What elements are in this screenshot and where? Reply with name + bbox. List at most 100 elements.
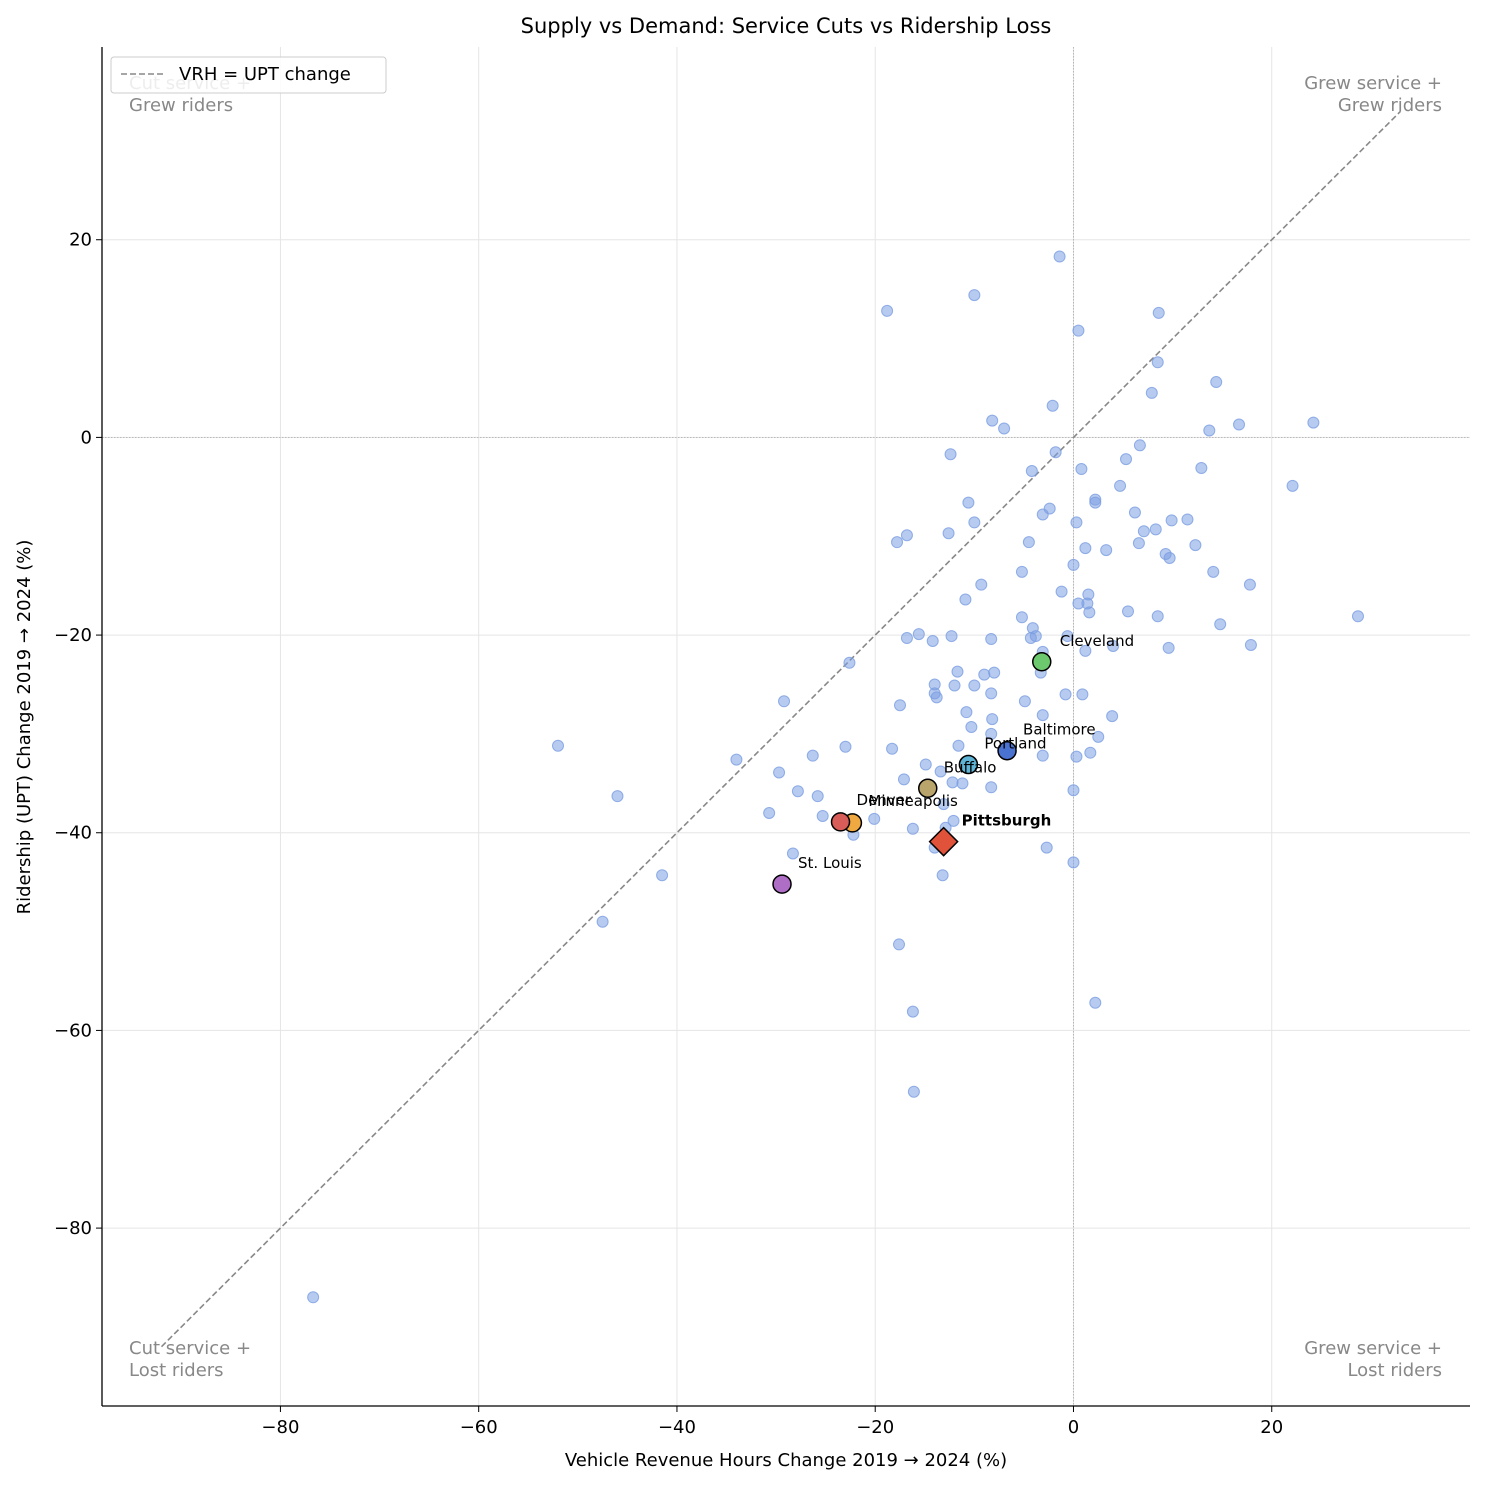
scatter-point	[1089, 996, 1102, 1009]
scatter-point	[1022, 536, 1035, 549]
scatter-point	[881, 304, 894, 317]
scatter-point	[730, 753, 743, 766]
scatter-point	[843, 656, 856, 669]
scatter-point	[1025, 465, 1038, 478]
scatter-point	[1067, 856, 1080, 869]
scatter-point	[1036, 749, 1049, 762]
highlight-point-st-louis	[772, 874, 792, 894]
scatter-point	[1163, 551, 1176, 564]
scatter-point	[886, 742, 899, 755]
scatter-point	[1244, 638, 1257, 651]
scatter-point	[1075, 463, 1088, 476]
scatter-point	[1059, 688, 1072, 701]
scatter-point	[986, 713, 999, 726]
axes: −80 −60 −40 −20 0 20 −80 −60 −40 −20 0 20	[54, 47, 1470, 1438]
scatter-point	[930, 691, 943, 704]
scatter-point	[773, 766, 786, 779]
scatter-point	[1122, 605, 1134, 618]
scatter-point	[944, 448, 957, 461]
scatter-point	[1061, 630, 1074, 643]
scatter-point	[1162, 641, 1175, 654]
scatter-point	[1307, 416, 1320, 429]
highlight-point-buffalo	[918, 778, 938, 799]
scatter-point	[1040, 841, 1053, 854]
highlight-label: Pittsburgh	[962, 812, 1052, 830]
scatter-point	[907, 1085, 920, 1098]
scatter-point	[951, 665, 964, 678]
scatter-point	[926, 635, 939, 648]
scatter-point	[960, 706, 973, 719]
scatter-point	[906, 822, 919, 835]
legend: VRH = UPT change	[110, 56, 387, 94]
scatter-point	[978, 668, 991, 681]
scatter-point	[942, 527, 955, 540]
x-axis-label: Vehicle Revenue Hours Change 2019 → 2024…	[565, 1450, 1007, 1471]
scatter-point	[891, 536, 904, 549]
scatter-point	[1128, 506, 1141, 519]
scatter-point	[1107, 639, 1120, 652]
scatter-point	[962, 496, 975, 509]
identity-line-group	[160, 110, 1402, 1348]
zero-reference-lines	[102, 47, 1470, 1406]
scatter-point	[1106, 710, 1119, 723]
x-tick-label: −40	[658, 1417, 696, 1438]
scatter-point	[1120, 453, 1133, 466]
scatter-point	[946, 776, 959, 789]
highlight-point-denver	[830, 812, 851, 832]
scatter-point	[1072, 324, 1085, 337]
scatter-point	[1351, 610, 1364, 623]
x-tick-label: 0	[1068, 1417, 1079, 1438]
scatter-point	[1070, 750, 1083, 763]
highlight-label: Minneapolis	[868, 792, 958, 810]
scatter-point	[1036, 508, 1049, 521]
scatter-point	[791, 785, 804, 798]
scatter-point	[786, 847, 799, 860]
scatter-point	[968, 289, 981, 302]
scatter-point	[1083, 606, 1096, 619]
scatter-point	[968, 516, 981, 529]
quadrant-label-top-left: Grew riders	[129, 95, 233, 116]
scatter-point	[1084, 746, 1097, 759]
scatter-point	[906, 1005, 919, 1018]
scatter-point	[1079, 644, 1092, 657]
scatter-point	[1210, 376, 1223, 389]
y-tick-label: −60	[54, 1020, 92, 1041]
y-tick-label: 0	[81, 427, 92, 448]
y-tick-label: −20	[54, 625, 92, 646]
scatter-point	[1067, 784, 1080, 797]
quadrant-label-bottom-left: Cut service +	[129, 1338, 251, 1359]
scatter-point	[968, 679, 981, 692]
scatter-point	[894, 699, 906, 712]
scatter-point	[1089, 496, 1102, 509]
scatter-point	[1181, 513, 1194, 526]
highlight-point-cleveland	[1032, 652, 1052, 672]
highlight-label: Buffalo	[944, 758, 997, 776]
scatter-point	[956, 777, 969, 790]
scatter-point	[1092, 730, 1105, 743]
chart-title: Supply vs Demand: Service Cuts vs Riders…	[521, 14, 1052, 38]
identity-line	[160, 110, 1402, 1348]
scatter-point	[985, 781, 998, 794]
scatter-point	[1243, 578, 1256, 591]
scatter-point	[900, 632, 913, 645]
scatter-point	[1079, 542, 1092, 555]
x-tick-label: −20	[856, 1417, 894, 1438]
x-tick-label: −60	[460, 1417, 498, 1438]
scatter-point	[1233, 418, 1246, 431]
scatter-point	[893, 938, 906, 951]
scatter-point	[1053, 250, 1066, 263]
quadrant-label-bottom-left: Lost riders	[129, 1360, 224, 1381]
scatter-point	[1015, 565, 1028, 578]
highlight-point-portland	[958, 754, 979, 775]
y-axis-label: Ridership (UPT) Change 2019 → 2024 (%)	[14, 540, 35, 915]
scatter-point	[986, 414, 999, 427]
x-tick-label: 20	[1260, 1417, 1283, 1438]
scatter-point	[934, 765, 947, 778]
scatter-point	[1149, 523, 1162, 536]
scatter-point	[959, 593, 972, 606]
scatter-point	[897, 773, 910, 786]
scatter-point	[1214, 618, 1227, 631]
